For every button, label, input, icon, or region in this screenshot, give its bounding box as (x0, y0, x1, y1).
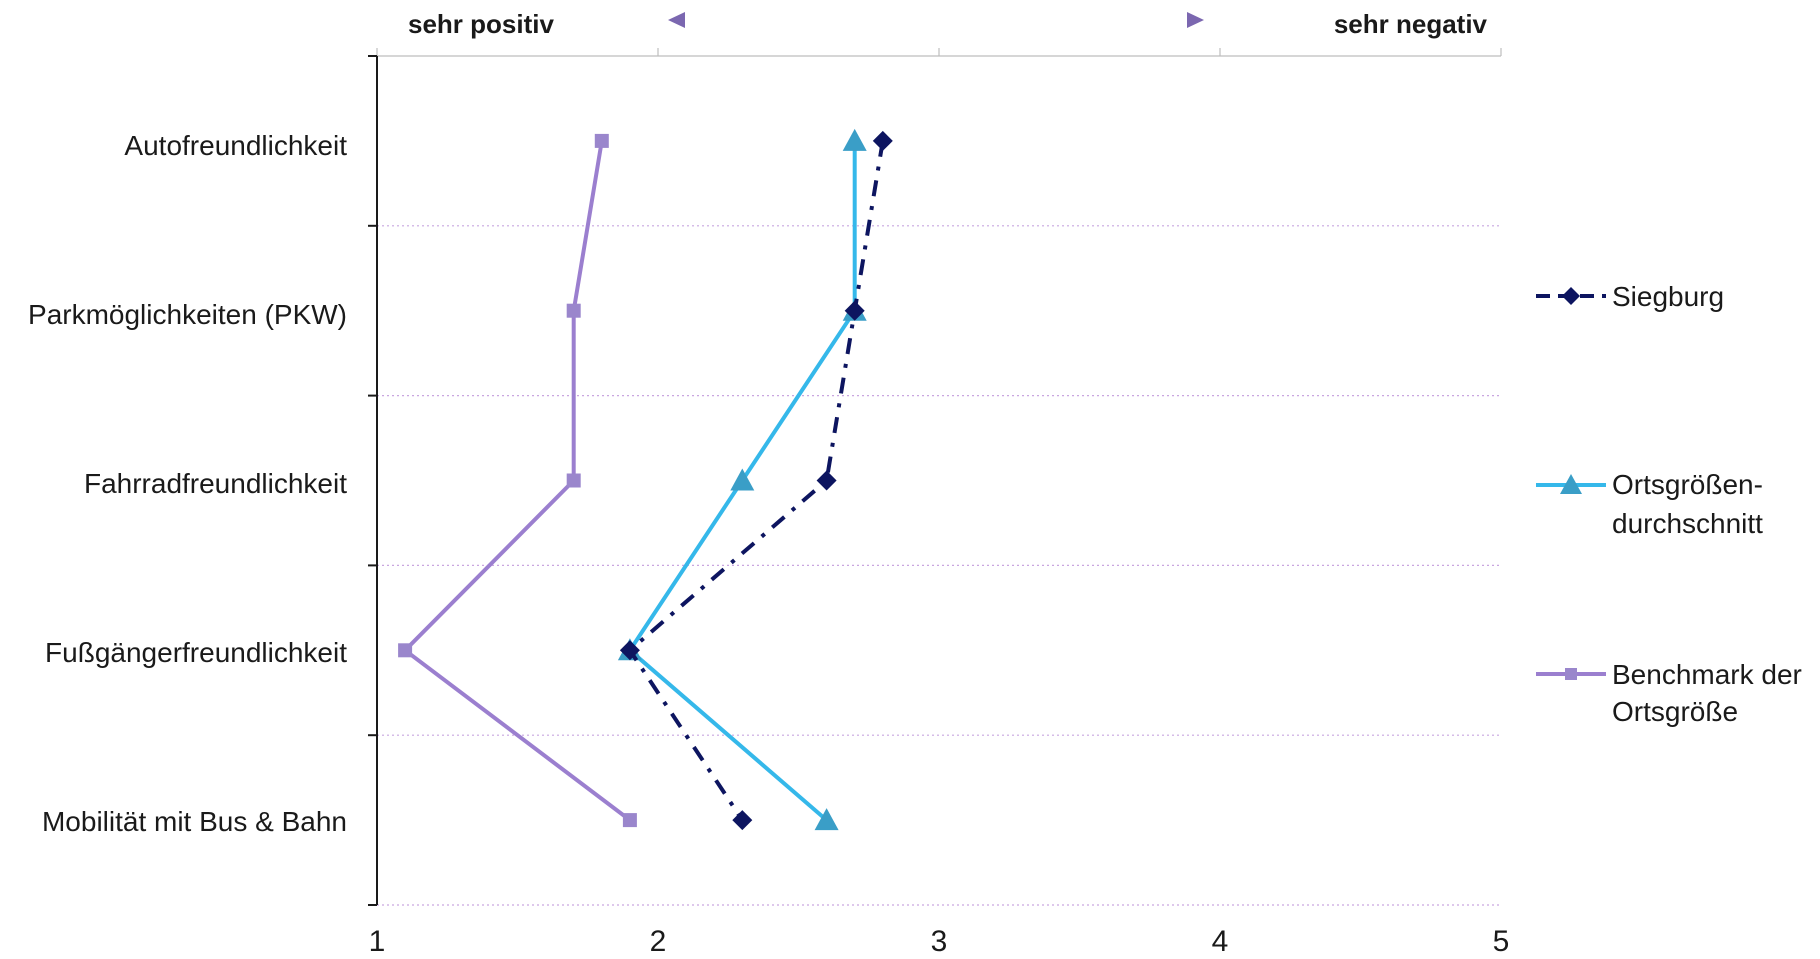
x-tick-label: 3 (931, 925, 948, 958)
category-label: Fußgängerfreundlichkeit (45, 637, 347, 668)
arrow-right-icon (1187, 12, 1204, 28)
arrow-left-icon (668, 12, 685, 28)
data-point-siegburg (816, 470, 837, 491)
tick-labels: 1 2 3 4 5 (369, 925, 1510, 958)
legend-item-ortsgroessen-durchschnitt: Ortsgrößen- durchschnitt (1536, 469, 1763, 539)
data-point-ortsgr-en-durchschnitt (814, 808, 839, 831)
square-icon (1565, 668, 1577, 680)
legend-label: Siegburg (1612, 281, 1724, 312)
legend-label: Benchmark der (1612, 659, 1802, 690)
gridlines (377, 225, 1501, 906)
legend-label: durchschnitt (1612, 508, 1763, 539)
data-point-benchmark-der-ortsgr-e (398, 643, 413, 658)
data-point-benchmark-der-ortsgr-e (622, 813, 637, 828)
data-point-ortsgr-en-durchschnitt (842, 128, 867, 151)
data-point-benchmark-der-ortsgr-e (566, 473, 581, 488)
data-point-benchmark-der-ortsgr-e (594, 133, 609, 148)
series-line-siegburg (627, 140, 885, 822)
data-point-siegburg (872, 130, 893, 151)
top-label-negative: sehr negativ (1334, 9, 1488, 39)
category-label: Mobilität mit Bus & Bahn (42, 806, 347, 837)
x-tick-label: 5 (1493, 925, 1510, 958)
legend-label: Ortsgröße (1612, 696, 1738, 727)
series (398, 128, 893, 831)
legend-item-benchmark: Benchmark der Ortsgröße (1536, 659, 1802, 727)
data-point-siegburg (732, 810, 753, 831)
data-point-ortsgr-en-durchschnitt (730, 468, 755, 491)
category-labels: Autofreundlichkeit Parkmöglichkeiten (PK… (28, 130, 347, 837)
x-tick-label: 4 (1212, 925, 1229, 958)
x-tick-label: 2 (650, 925, 667, 958)
triangle-icon (1560, 474, 1582, 494)
legend-item-siegburg: Siegburg (1536, 281, 1724, 312)
axes (368, 48, 1502, 906)
data-point-benchmark-der-ortsgr-e (566, 303, 581, 318)
category-label: Fahrradfreundlichkeit (84, 468, 347, 499)
series-line-benchmark-der-ortsgr-e (403, 140, 632, 822)
legend-label: Ortsgrößen- (1612, 469, 1763, 500)
category-label: Autofreundlichkeit (124, 130, 347, 161)
category-label: Parkmöglichkeiten (PKW) (28, 299, 347, 330)
data-point-siegburg (844, 300, 865, 321)
top-label-positive: sehr positiv (408, 9, 554, 39)
legend: Siegburg Ortsgrößen- durchschnitt Benchm… (1536, 281, 1802, 727)
diamond-icon (1562, 287, 1580, 305)
x-tick-label: 1 (369, 925, 386, 958)
data-point-siegburg (619, 640, 640, 661)
